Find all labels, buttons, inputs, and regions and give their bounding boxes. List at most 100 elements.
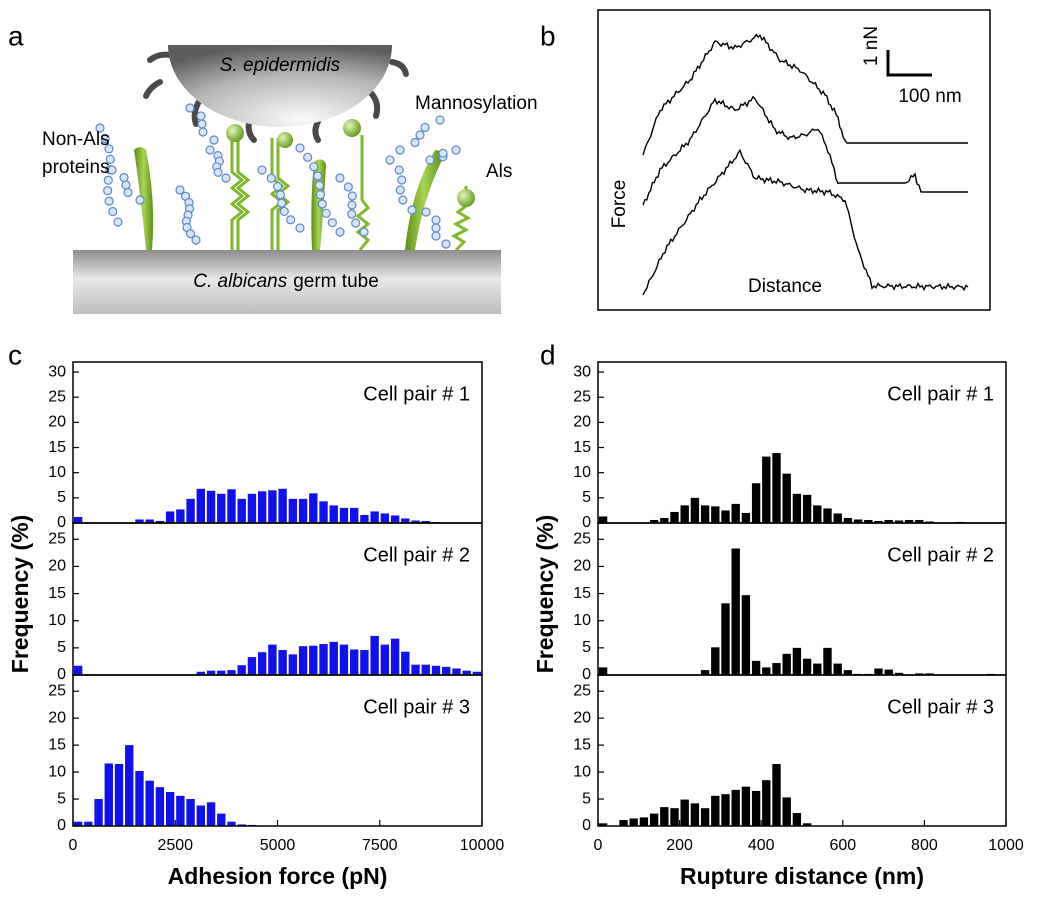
- bar: [268, 644, 277, 675]
- bead: [315, 190, 326, 200]
- bar: [114, 763, 124, 826]
- fimbria: [389, 59, 409, 77]
- bead: [103, 175, 113, 185]
- bar: [319, 644, 328, 675]
- annotation: Cell pair # 3: [363, 696, 470, 718]
- bar: [237, 665, 246, 675]
- bar: [206, 670, 216, 675]
- bead: [347, 191, 357, 201]
- bead: [121, 180, 131, 190]
- y-tick-label: 30: [573, 363, 591, 380]
- bar: [894, 672, 904, 675]
- bar: [278, 650, 287, 675]
- y-tick-label: 20: [573, 558, 591, 575]
- bar: [268, 490, 277, 523]
- protein-label: proteins: [42, 157, 110, 178]
- proteins: [134, 147, 443, 250]
- y-tick-label: 25: [573, 531, 591, 548]
- modification-label: Mannosylation: [415, 93, 538, 114]
- force-curve: [642, 148, 969, 296]
- bead: [196, 111, 206, 121]
- als-head: [457, 189, 475, 207]
- bead: [185, 229, 196, 239]
- bar: [874, 668, 883, 675]
- bar: [660, 807, 669, 826]
- bar: [155, 787, 165, 826]
- y-tick-label: 20: [48, 709, 66, 726]
- bar: [711, 795, 720, 826]
- bead: [410, 137, 420, 148]
- y-tick-label: 10: [48, 612, 66, 629]
- bead: [314, 180, 325, 190]
- bar: [670, 808, 679, 826]
- bar: [411, 664, 420, 675]
- bar: [762, 456, 771, 523]
- bead: [279, 206, 289, 217]
- bead: [421, 207, 431, 217]
- bar: [721, 794, 730, 826]
- bar: [217, 813, 226, 826]
- bar: [884, 669, 893, 675]
- panel-label: b: [540, 20, 556, 51]
- bar: [792, 647, 802, 675]
- annotation: Cell pair # 1: [363, 383, 470, 405]
- y-tick-label: 5: [57, 639, 66, 656]
- bar: [442, 666, 451, 675]
- axes-frame: [597, 674, 1007, 827]
- y-tick-label: 0: [582, 817, 591, 834]
- bar: [690, 803, 700, 826]
- bead: [431, 223, 441, 233]
- bacterium: [168, 45, 392, 127]
- panel-label: a: [8, 20, 24, 51]
- y-tick-label: 15: [48, 585, 66, 602]
- als-head: [277, 132, 293, 148]
- bead: [351, 218, 361, 228]
- y-tick-label: 10: [573, 464, 591, 481]
- force-label: Force: [609, 180, 630, 229]
- y-tick-label: 25: [48, 531, 66, 548]
- bar: [772, 663, 781, 675]
- bar: [731, 789, 740, 826]
- bead: [394, 165, 404, 175]
- bar: [125, 745, 134, 826]
- bar: [711, 647, 720, 675]
- bar: [731, 503, 740, 523]
- y-tick-label: 5: [57, 489, 66, 506]
- bar: [853, 519, 863, 523]
- y-tick-label: 0: [57, 817, 66, 834]
- y-tick-label: 15: [48, 736, 66, 753]
- bar: [73, 665, 83, 675]
- bead: [213, 167, 223, 177]
- y-tick-label: 25: [573, 388, 591, 405]
- bar: [360, 514, 369, 523]
- bar: [431, 665, 441, 675]
- bead: [438, 148, 448, 158]
- bar: [802, 494, 812, 523]
- bar: [196, 805, 206, 826]
- bead: [100, 133, 110, 144]
- bar: [411, 520, 420, 523]
- y-tick-label: 25: [573, 682, 591, 699]
- bar: [680, 505, 689, 523]
- bead: [104, 196, 114, 206]
- y-tick-label: 0: [582, 514, 591, 531]
- bar: [690, 497, 700, 523]
- bar: [833, 663, 842, 675]
- x-axis-title: Adhesion force (pN): [168, 863, 388, 889]
- bead: [276, 198, 287, 208]
- bar: [206, 490, 216, 523]
- bar: [227, 670, 236, 675]
- bar: [721, 603, 730, 675]
- bar: [925, 673, 934, 675]
- y-tick-label: 0: [57, 514, 66, 531]
- force-curve: [642, 95, 968, 206]
- x-tick-label: 400: [748, 837, 775, 854]
- bar: [135, 519, 144, 523]
- y-tick-label: 5: [582, 489, 591, 506]
- y-tick-label: 30: [48, 363, 66, 380]
- annotation: Cell pair # 2: [363, 544, 470, 566]
- bar: [339, 644, 349, 675]
- substrate: [73, 250, 501, 314]
- bead: [95, 123, 105, 133]
